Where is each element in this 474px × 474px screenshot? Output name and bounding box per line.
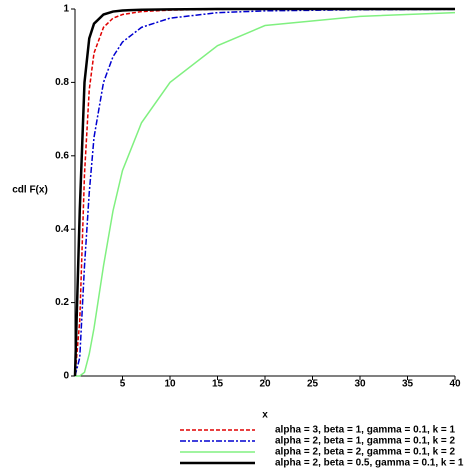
x-tick-label: 5 [120,379,126,390]
y-tick-label: 1 [63,4,69,15]
series-line [75,11,456,377]
y-tick-label: 0 [63,371,69,382]
series-line [74,8,455,377]
legend-label: alpha = 2, beta = 0.5, gamma = 0.1, k = … [275,458,464,469]
series-line [73,7,455,377]
y-axis-label: cdl F(x) [12,185,48,196]
x-axis-label: x [262,410,268,421]
y-tick-label: 0.4 [55,224,69,235]
x-tick-label: 20 [259,379,271,390]
x-tick-label: 25 [307,379,319,390]
x-tick-label: 40 [449,379,461,390]
x-tick-label: 30 [354,379,366,390]
x-tick-label: 35 [402,379,414,390]
legend-label: alpha = 3, beta = 1, gamma = 0.1, k = 1 [275,425,456,436]
legend-label: alpha = 2, beta = 2, gamma = 0.1, k = 2 [275,447,456,458]
legend-label: alpha = 2, beta = 1, gamma = 0.1, k = 2 [275,436,456,447]
y-tick-label: 0.2 [55,297,69,308]
y-tick-label: 0.8 [55,77,69,88]
series-line [74,8,456,377]
x-tick-label: 10 [164,379,176,390]
y-tick-label: 0.6 [55,150,69,161]
x-tick-label: 15 [212,379,224,390]
